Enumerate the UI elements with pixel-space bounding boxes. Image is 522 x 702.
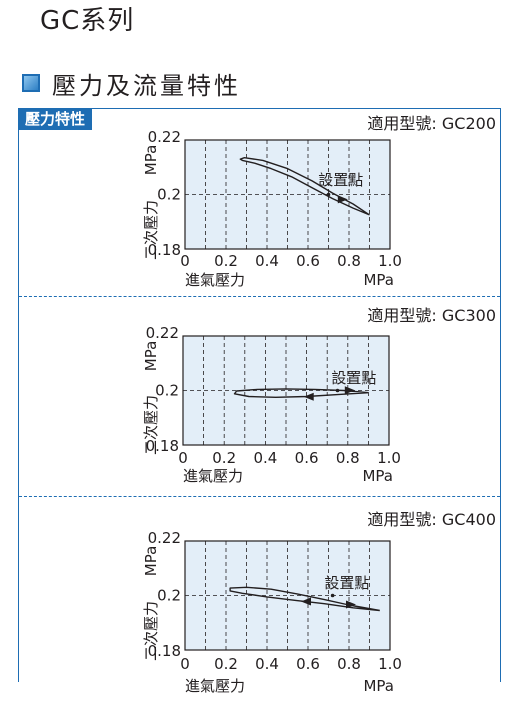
x-axis-unit: MPa <box>363 271 394 289</box>
y-tick-label: 0.18 <box>146 437 179 455</box>
x-tick-label: 1.0 <box>378 655 402 673</box>
model-label-gc200: 適用型號: GC200 <box>367 114 496 133</box>
x-tick-label: 0.4 <box>255 655 279 673</box>
x-tick-label: 0.4 <box>253 449 277 467</box>
panel-separator <box>19 296 500 297</box>
y-axis-unit: MPa <box>142 546 160 577</box>
hysteresis-curve <box>229 586 380 612</box>
x-axis-label: 進氣壓力 <box>183 467 243 485</box>
x-tick-label: 0.8 <box>337 655 361 673</box>
section-heading: 壓力及流量特性 <box>22 66 241 100</box>
set-point-annotation: 設置點 <box>318 171 363 189</box>
x-tick-label: 0.6 <box>296 252 320 270</box>
set-point-marker <box>330 593 335 598</box>
x-tick-label: 0.2 <box>214 252 238 270</box>
y-tick-label: 0.18 <box>148 241 181 259</box>
set-point-marker <box>335 388 340 393</box>
chart-panel-0 <box>184 139 391 250</box>
y-tick-label: 0.2 <box>157 587 181 605</box>
section-heading-text: 壓力及流量特性 <box>52 71 241 100</box>
chart-panel-1 <box>182 335 390 446</box>
x-axis-unit: MPa <box>363 677 394 695</box>
x-tick-label: 0.8 <box>337 252 361 270</box>
x-tick-label: 0.6 <box>295 449 319 467</box>
set-point-marker <box>326 192 331 197</box>
y-axis-label: 二次壓力 <box>142 200 160 260</box>
set-point-annotation: 設置點 <box>324 574 369 592</box>
x-tick-label: 1.0 <box>377 449 401 467</box>
square-bullet-icon <box>22 74 40 92</box>
y-tick-label: 0.22 <box>148 128 181 146</box>
x-axis-label: 進氣壓力 <box>185 271 245 289</box>
y-tick-label: 0.22 <box>146 324 179 342</box>
y-tick-label: 0.22 <box>148 529 181 547</box>
x-tick-label: 0.2 <box>212 449 236 467</box>
x-tick-label: 0.4 <box>255 252 279 270</box>
x-axis-unit: MPa <box>362 467 393 485</box>
x-tick-label: 0 <box>178 449 188 467</box>
y-tick-label: 0.2 <box>157 186 181 204</box>
y-axis-unit: MPa <box>142 341 160 372</box>
y-axis-label: 二次壓力 <box>142 601 160 661</box>
x-tick-label: 0 <box>180 655 190 673</box>
x-tick-label: 1.0 <box>378 252 402 270</box>
direction-arrow <box>303 392 314 401</box>
set-point-annotation: 設置點 <box>331 369 376 387</box>
direction-arrow <box>301 597 311 606</box>
x-axis-label: 進氣壓力 <box>185 677 245 695</box>
hysteresis-curve <box>239 156 370 216</box>
x-tick-label: 0.8 <box>336 449 360 467</box>
model-label-gc400: 適用型號: GC400 <box>367 510 496 529</box>
model-label-gc300: 適用型號: GC300 <box>367 306 496 325</box>
characteristics-frame <box>18 108 501 682</box>
y-tick-label: 0.18 <box>148 642 181 660</box>
y-axis-unit: MPa <box>142 145 160 176</box>
x-tick-label: 0.2 <box>214 655 238 673</box>
x-tick-label: 0 <box>180 252 190 270</box>
direction-arrow <box>344 386 355 395</box>
chart-panel-2 <box>184 540 391 651</box>
x-tick-label: 0.6 <box>296 655 320 673</box>
direction-arrow <box>346 600 356 609</box>
panel-separator <box>19 496 500 497</box>
series-title: GC系列 <box>40 6 135 36</box>
y-tick-label: 0.2 <box>155 382 179 400</box>
section-tag: 壓力特性 <box>18 108 93 130</box>
direction-arrow <box>337 195 348 204</box>
y-axis-label: 二次壓力 <box>142 395 160 455</box>
